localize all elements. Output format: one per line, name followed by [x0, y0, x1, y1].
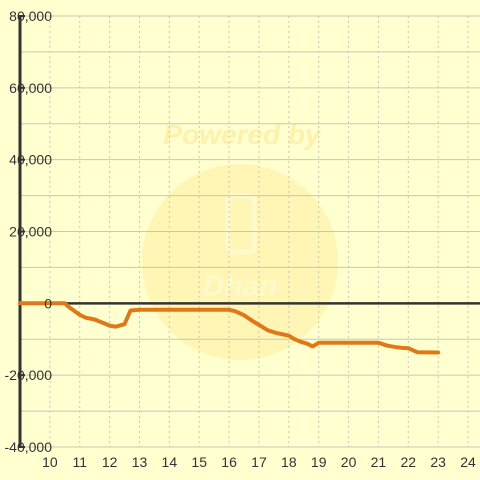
x-tick-label: 22: [401, 454, 417, 470]
x-tick-label: 13: [132, 454, 148, 470]
x-tick-label: 15: [191, 454, 207, 470]
watermark-text-bottom: Dhan: [203, 270, 278, 303]
chart-grid: [20, 15, 480, 448]
x-tick-label: 16: [221, 454, 237, 470]
y-tick-label: -20,000: [5, 367, 53, 383]
x-axis-tick-labels: 10 11 12 13 14 15 16 17 18 19 20 21 22 23 24: [42, 454, 476, 470]
x-tick-label: 11: [72, 454, 87, 470]
x-tick-label: 21: [371, 454, 387, 470]
y-axis-tick-labels: -40,000 -20,000 0 20,000 40,000 60,000 80,000: [5, 8, 53, 455]
x-tick-label: 18: [281, 454, 297, 470]
y-tick-label: 60,000: [9, 80, 52, 96]
y-tick-label: 0: [44, 295, 52, 311]
x-tick-label: 19: [311, 454, 327, 470]
x-tick-label: 20: [341, 454, 357, 470]
y-tick-label: -40,000: [5, 439, 53, 455]
x-tick-label: 14: [162, 454, 178, 470]
watermark-logo: [142, 164, 338, 360]
x-tick-label: 12: [102, 454, 118, 470]
y-tick-label: 80,000: [9, 8, 52, 24]
x-tick-label: 23: [430, 454, 446, 470]
x-tick-label: 17: [251, 454, 267, 470]
x-tick-label: 24: [460, 454, 476, 470]
x-tick-label: 10: [42, 454, 58, 470]
y-tick-label: 20,000: [9, 224, 52, 240]
y-tick-label: 40,000: [9, 152, 52, 168]
series-line: [18, 301, 441, 355]
chart-series: [18, 301, 441, 355]
